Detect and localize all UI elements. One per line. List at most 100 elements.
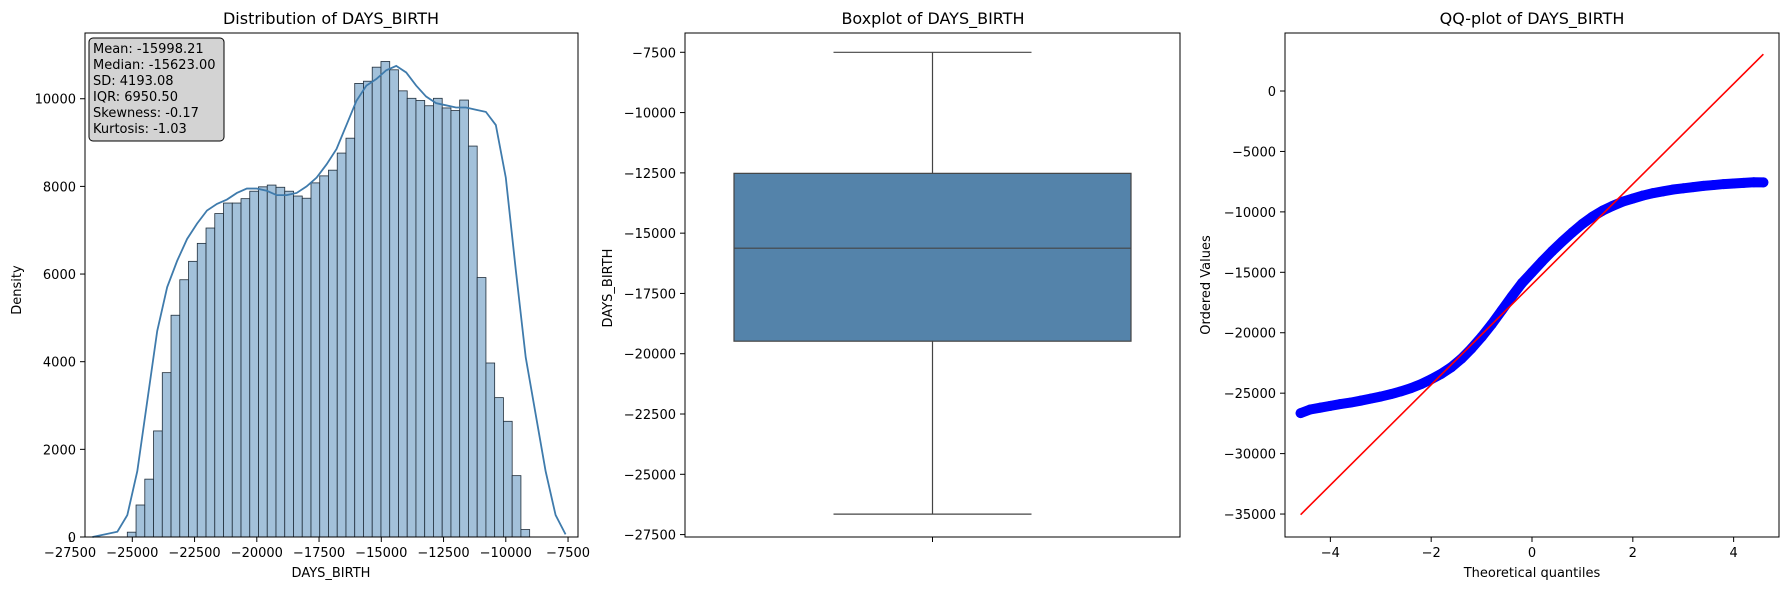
x-tick-label: −15000: [355, 546, 407, 561]
histogram-bar: [363, 80, 373, 538]
y-tick-label: −35000: [1224, 508, 1276, 523]
histogram-bar: [433, 97, 443, 538]
histogram-bar: [135, 504, 146, 538]
qq-point: [1567, 227, 1578, 238]
histogram-bar: [153, 430, 163, 538]
y-tick-label: −7500: [632, 46, 676, 61]
qq-point: [1658, 186, 1669, 197]
histogram-bar: [249, 190, 259, 538]
qq-point: [1718, 179, 1729, 190]
stats-line: SD: 4193.08: [93, 74, 174, 89]
histogram-bar: [275, 186, 286, 538]
histogram-bar: [336, 152, 347, 538]
y-tick-label: −17500: [624, 287, 676, 302]
iqr-box: [733, 172, 1132, 342]
histogram-bar: [266, 184, 277, 538]
qq-point: [1325, 400, 1336, 411]
y-tick-label: −20000: [1224, 327, 1276, 342]
boxplot-title: Boxplot of DAYS_BIRTH: [841, 9, 1024, 29]
stats-line: Kurtosis: -1.03: [93, 122, 187, 137]
qqplot-title: QQ-plot of DAYS_BIRTH: [1440, 9, 1625, 29]
histogram-bar: [345, 137, 356, 538]
stats-line: Mean: -15998.21: [93, 42, 204, 57]
histogram-bar: [258, 186, 268, 538]
histogram-bar: [485, 362, 496, 538]
qq-point: [1476, 331, 1487, 342]
histogram-xlabel: DAYS_BIRTH: [292, 566, 371, 581]
histogram-bar: [424, 105, 434, 538]
histogram-bar: [494, 397, 504, 538]
qq-point: [1355, 395, 1366, 406]
x-tick-label: −25000: [106, 546, 158, 561]
y-tick-label: 10000: [35, 93, 76, 108]
qq-point: [1557, 236, 1568, 247]
histogram-bar: [126, 531, 137, 538]
histogram-bar: [354, 83, 364, 538]
y-tick-label: −15000: [1224, 266, 1276, 281]
boxplot-panel: Boxplot of DAYS_BIRTH DAYS_BIRTH −27500 −…: [601, 9, 1181, 544]
qq-point: [1607, 200, 1618, 211]
histogram-bar: [459, 99, 469, 538]
boxplot-ylabel: DAYS_BIRTH: [601, 249, 616, 328]
histogram-bar: [188, 260, 198, 538]
histogram-bar: [371, 66, 382, 538]
qq-point: [1375, 391, 1386, 402]
stats-line: Skewness: -0.17: [93, 106, 199, 121]
qq-point: [1647, 188, 1658, 199]
qq-point: [1637, 190, 1648, 201]
y-tick-label: 2000: [43, 443, 76, 458]
histogram-bar: [380, 61, 391, 538]
x-tick-label: −7500: [546, 546, 590, 561]
y-tick-label: 4000: [43, 356, 76, 371]
histogram-ylabel: Density: [10, 265, 25, 315]
kde-curve: [92, 64, 567, 538]
y-tick-label: −25000: [1224, 387, 1276, 402]
qq-point: [1335, 399, 1346, 410]
qq-point: [1345, 397, 1356, 408]
y-tick-label: −22500: [624, 408, 676, 423]
y-tick-label: 0: [68, 531, 76, 546]
histogram-bar: [310, 182, 321, 538]
qq-point: [1537, 256, 1548, 267]
qq-point: [1758, 177, 1769, 188]
qq-point: [1668, 184, 1679, 195]
stats-line: Median: -15623.00: [93, 58, 216, 73]
histogram-bar: [398, 90, 408, 538]
stats-line: IQR: 6950.50: [93, 90, 178, 105]
qq-point: [1688, 182, 1699, 193]
histogram-bar: [284, 190, 294, 538]
qqplot-ylabel: Ordered Values: [1199, 235, 1214, 335]
histogram-bar: [170, 314, 181, 538]
y-tick-label: −25000: [624, 468, 676, 483]
y-tick-label: −5000: [1232, 145, 1276, 160]
histogram-bar: [301, 197, 312, 538]
histogram-bar: [468, 145, 478, 538]
y-tick-label: −10000: [1224, 206, 1276, 221]
y-tick-label: −15000: [624, 227, 676, 242]
qq-point: [1547, 246, 1558, 257]
qq-point: [1385, 389, 1396, 400]
y-tick-label: −10000: [624, 107, 676, 122]
qq-point: [1305, 404, 1316, 415]
histogram-bar: [503, 420, 513, 538]
histogram-bar: [293, 195, 303, 538]
x-tick-label: −27500: [44, 546, 96, 561]
histogram-bar: [476, 277, 487, 538]
histogram-bar: [240, 198, 251, 538]
histogram-bar: [196, 242, 207, 538]
qq-point: [1627, 193, 1638, 204]
qq-point: [1416, 379, 1427, 390]
qq-point: [1295, 408, 1306, 419]
histogram-bar: [389, 69, 399, 538]
histogram-bar: [214, 213, 224, 538]
qq-point: [1365, 393, 1376, 404]
qq-point: [1728, 178, 1739, 189]
histogram-bar: [520, 529, 531, 538]
y-tick-label: 8000: [43, 180, 76, 195]
qq-point: [1577, 218, 1588, 229]
histogram-title: Distribution of DAYS_BIRTH: [223, 9, 439, 29]
qq-point: [1678, 183, 1689, 194]
qq-point: [1426, 374, 1437, 385]
y-tick-label: −12500: [624, 167, 676, 182]
qq-point: [1406, 383, 1417, 394]
